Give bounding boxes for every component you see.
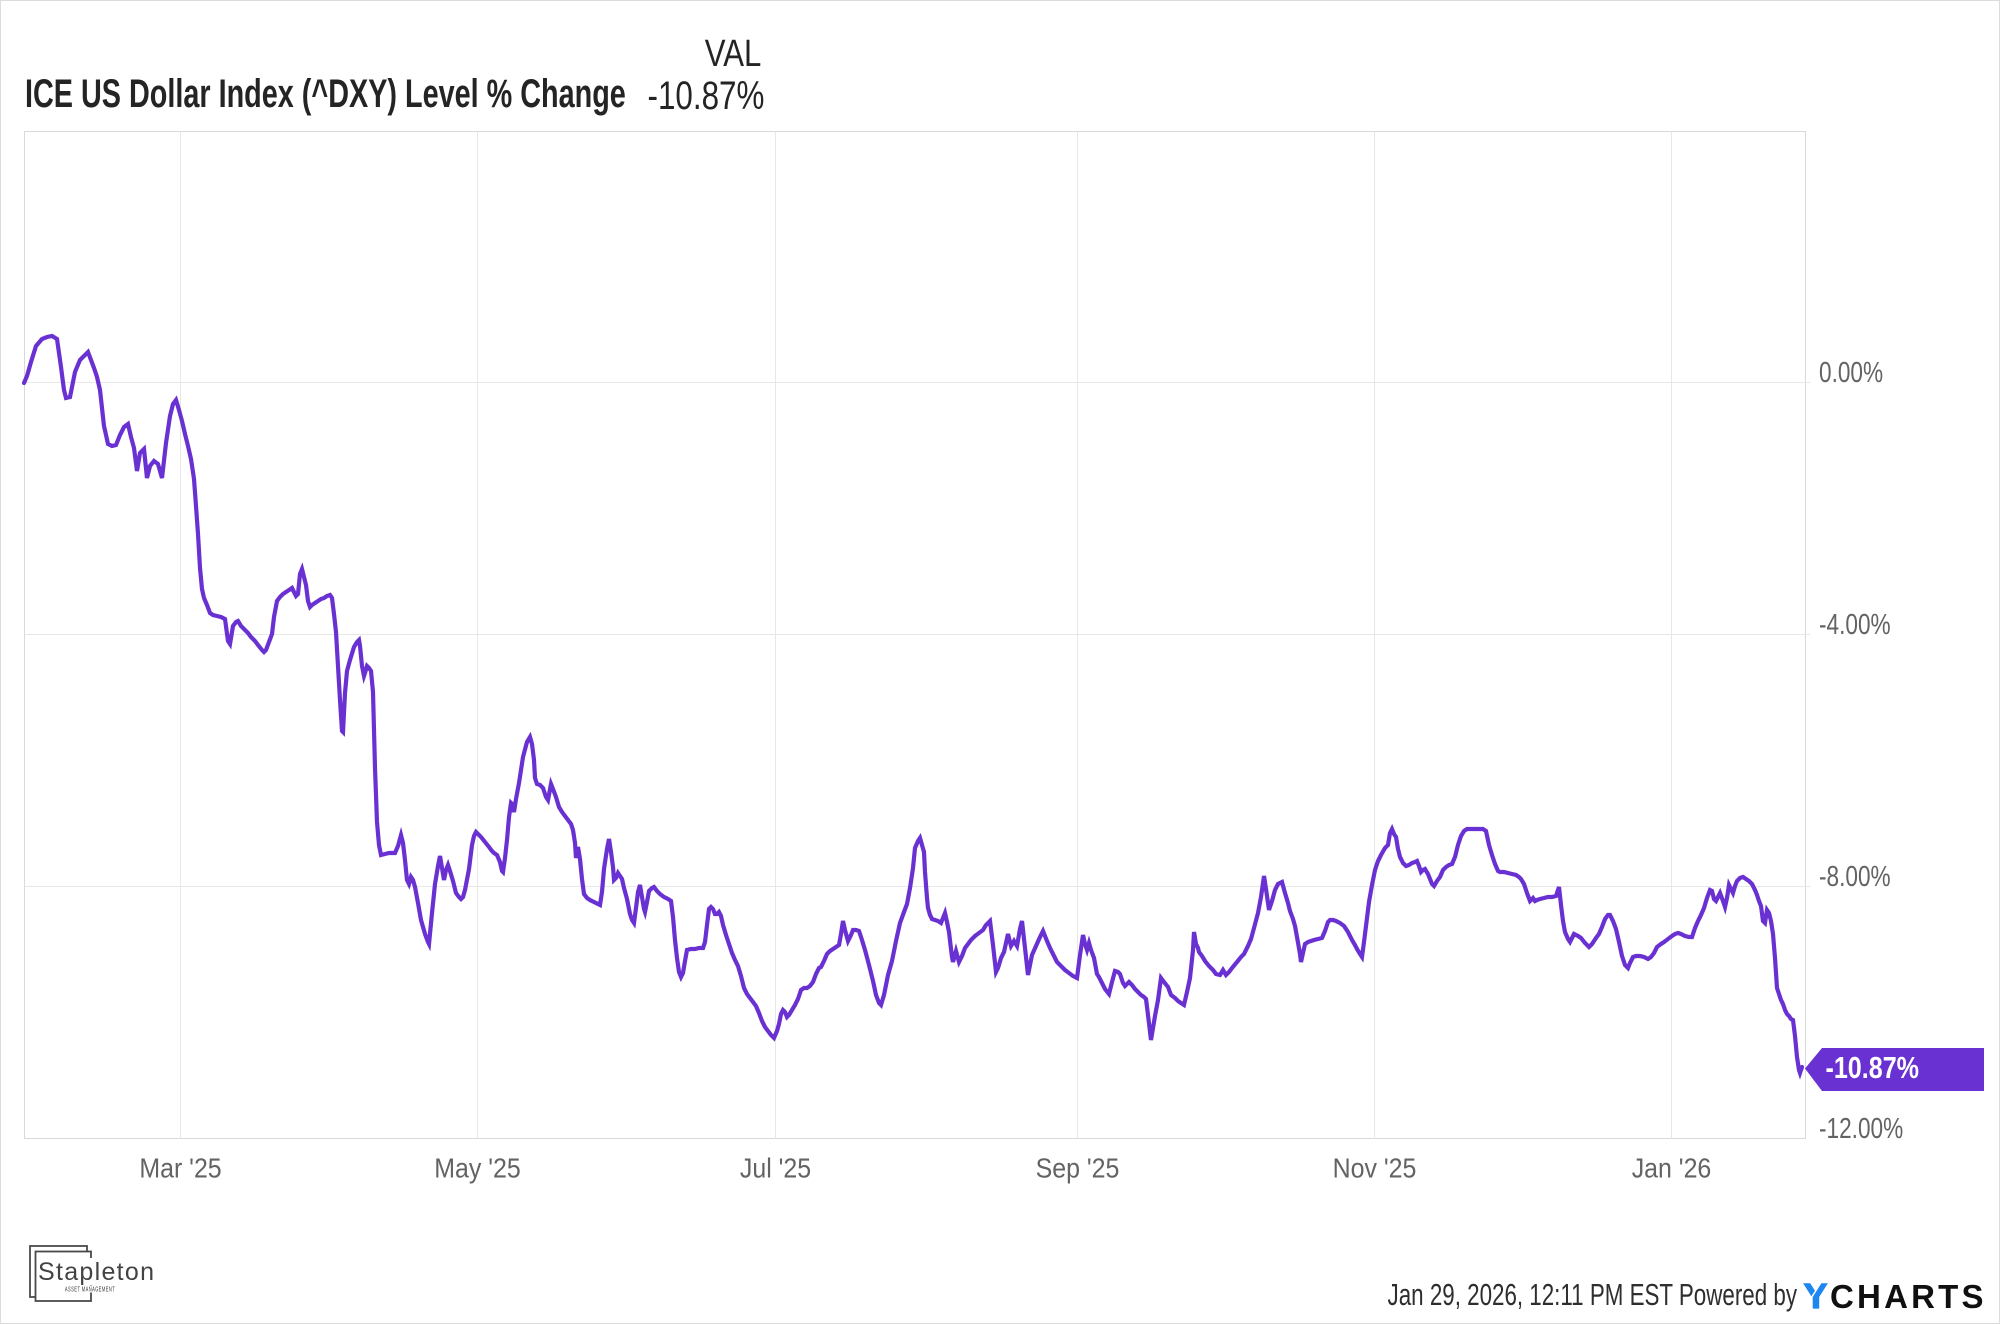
svg-text:Jan '26: Jan '26 xyxy=(1632,1152,1712,1184)
svg-text:VAL: VAL xyxy=(705,33,762,75)
svg-text:ASSET MANAGEMENT: ASSET MANAGEMENT xyxy=(65,1287,115,1294)
svg-text:May '25: May '25 xyxy=(434,1152,520,1184)
svg-text:-8.00%: -8.00% xyxy=(1819,859,1891,892)
svg-text:Stapleton: Stapleton xyxy=(38,1258,155,1286)
svg-text:CHARTS: CHARTS xyxy=(1830,1278,1987,1315)
svg-text:Jul '25: Jul '25 xyxy=(740,1152,811,1184)
svg-text:-4.00%: -4.00% xyxy=(1819,607,1891,640)
svg-text:-12.00%: -12.00% xyxy=(1819,1111,1903,1144)
svg-text:Jan 29, 2026, 12:11 PM EST Pow: Jan 29, 2026, 12:11 PM EST Powered by xyxy=(1388,1277,1798,1311)
svg-text:0.00%: 0.00% xyxy=(1819,355,1883,388)
svg-text:ICE US Dollar Index (^DXY) Lev: ICE US Dollar Index (^DXY) Level % Chang… xyxy=(25,71,626,116)
svg-text:-10.87%: -10.87% xyxy=(1826,1049,1919,1084)
svg-text:Mar '25: Mar '25 xyxy=(139,1152,221,1184)
svg-text:-10.87%: -10.87% xyxy=(648,72,765,118)
svg-text:Nov '25: Nov '25 xyxy=(1333,1152,1417,1184)
svg-text:Sep '25: Sep '25 xyxy=(1036,1152,1120,1184)
